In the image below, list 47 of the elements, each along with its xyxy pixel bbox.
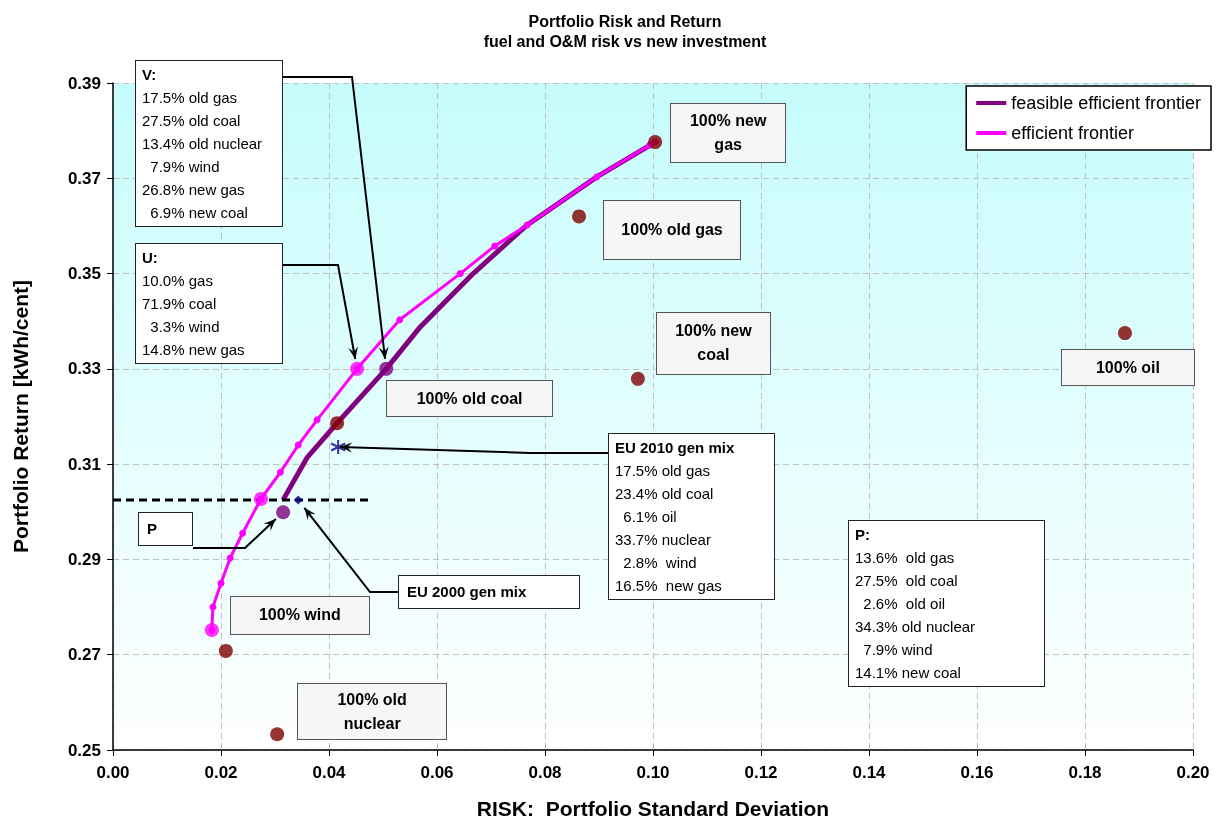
label-box: 100% old nuclear bbox=[297, 683, 448, 741]
x-tick-label: 0.14 bbox=[852, 763, 887, 782]
x-tick-label: 0.04 bbox=[312, 763, 347, 782]
note-box: EU 2010 gen mix 17.5% old gas 23.4% old coal 6.1% oil 33.7% nuclear 2.8% wind 16.5% new gas bbox=[608, 433, 775, 600]
label-box: 100% new coal bbox=[655, 311, 771, 375]
annotation: 100% wind bbox=[258, 605, 341, 626]
y-tick-label: 0.29 bbox=[67, 549, 101, 569]
x-tick-label: 0.20 bbox=[1176, 763, 1210, 782]
note-box: EU 2000 gen mix bbox=[398, 575, 580, 609]
label-box: 100% wind bbox=[229, 595, 370, 635]
x-tick-label: 0.08 bbox=[528, 763, 562, 782]
legend-label: efficient frontier bbox=[1011, 123, 1134, 143]
annotation: 100% old nuclear bbox=[337, 689, 407, 734]
y-axis-title: Portfolio Return [kWh/cent] bbox=[9, 280, 32, 553]
annotation: 100% new coal bbox=[675, 321, 752, 366]
y-tick-label: 0.27 bbox=[67, 645, 101, 665]
y-tick-label: 0.35 bbox=[67, 264, 101, 284]
x-tick-label: 0.12 bbox=[744, 763, 778, 782]
label-box: 100% old coal bbox=[386, 380, 554, 418]
label-box: 100% new gas bbox=[670, 103, 787, 164]
y-tick-label: 0.25 bbox=[67, 740, 101, 760]
annotation: P bbox=[147, 520, 158, 537]
annotation: 100% oil bbox=[1095, 357, 1160, 378]
annotation: 100% old gas bbox=[621, 220, 723, 241]
label-box: 100% old gas bbox=[603, 200, 741, 261]
note-box: U: 10.0% gas 71.9% coal 3.3% wind 14.8% new gas bbox=[135, 243, 283, 364]
annotation: 100% old coal bbox=[416, 388, 523, 409]
x-tick-label: 0.00 bbox=[96, 763, 130, 782]
legend-label: feasible efficient frontier bbox=[1011, 93, 1202, 113]
note-box: V: 17.5% old gas 27.5% old coal 13.4% old nuclear 7.9% wind 26.8% new gas 6.9% new coal bbox=[135, 60, 283, 227]
annotation: 100% new gas bbox=[689, 111, 767, 156]
y-tick-label: 0.31 bbox=[67, 454, 101, 474]
chart-title: Portfolio Risk and Return bbox=[528, 12, 722, 30]
x-tick-label: 0.16 bbox=[960, 763, 994, 782]
chart-subtitle: fuel and O&M risk vs new investment bbox=[483, 32, 768, 50]
label-box: 100% oil bbox=[1060, 349, 1195, 387]
annotation: EU 2000 gen mix bbox=[407, 583, 527, 600]
y-tick-label: 0.39 bbox=[67, 73, 101, 93]
note-box: P bbox=[138, 512, 193, 546]
x-tick-label: 0.06 bbox=[420, 763, 454, 782]
y-tick-label: 0.33 bbox=[67, 359, 101, 379]
note-box: P: 13.6% old gas 27.5% old coal 2.6% old oil 34.3% old nuclear 7.9% wind 14.1% new coal bbox=[848, 520, 1045, 687]
x-axis-title: RISK: Portfolio Standard Deviation bbox=[476, 797, 830, 820]
x-tick-label: 0.02 bbox=[204, 763, 238, 782]
x-tick-label: 0.10 bbox=[636, 763, 670, 782]
x-tick-label: 0.18 bbox=[1068, 763, 1102, 782]
y-tick-label: 0.37 bbox=[67, 168, 101, 188]
